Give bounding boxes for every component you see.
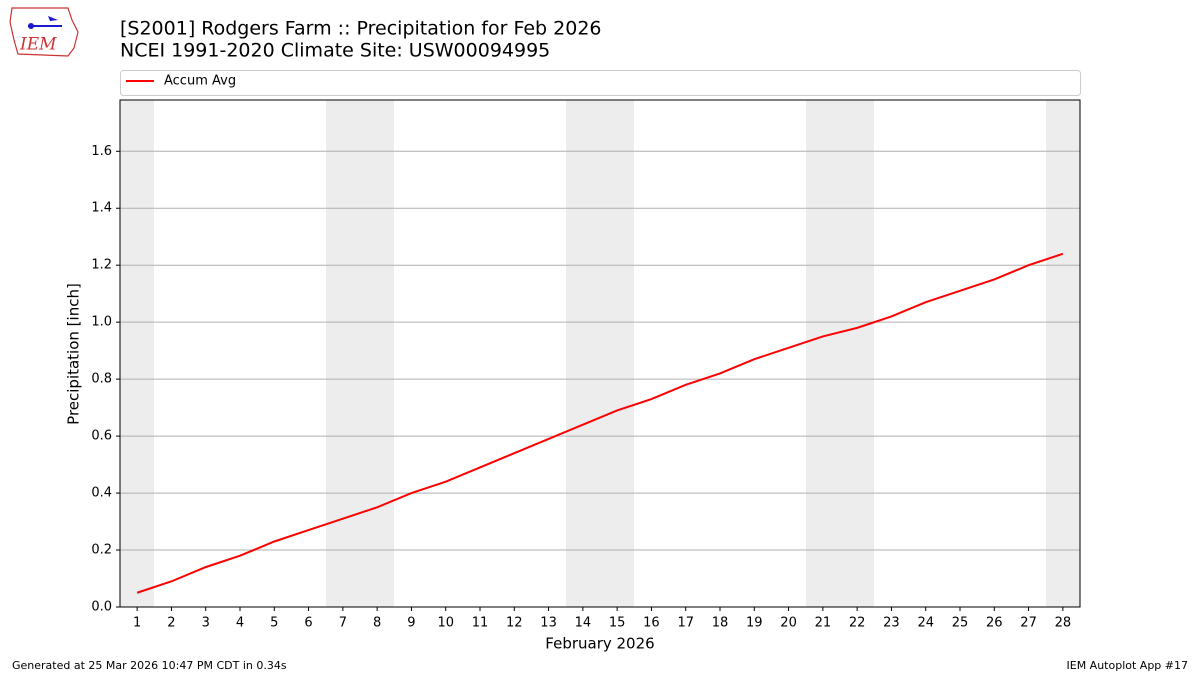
x-tick-label: 22	[849, 616, 866, 631]
x-tick-label: 4	[236, 616, 244, 631]
x-tick-label: 18	[712, 616, 729, 631]
x-tick-label: 11	[472, 616, 489, 631]
footer-left: Generated at 25 Mar 2026 10:47 PM CDT in…	[12, 659, 287, 672]
x-tick-label: 8	[373, 616, 381, 631]
logo: IEM	[9, 7, 79, 57]
x-tick-label: 1	[133, 616, 141, 631]
x-tick-label: 23	[883, 616, 900, 631]
y-tick-label: 1.6	[91, 144, 112, 159]
x-tick-label: 17	[677, 616, 694, 631]
x-tick-label: 21	[815, 616, 832, 631]
series-line	[136, 252, 1064, 594]
x-tick-label: 9	[407, 616, 415, 631]
logo-text: IEM	[19, 35, 57, 55]
plot-frame	[119, 99, 1081, 608]
chart-title: [S2001] Rodgers Farm :: Precipitation fo…	[120, 18, 602, 40]
x-tick-label: 10	[437, 616, 454, 631]
x-tick-label: 14	[575, 616, 592, 631]
x-tick-label: 12	[506, 616, 523, 631]
x-tick-label: 6	[304, 616, 312, 631]
x-tick-label: 26	[986, 616, 1003, 631]
x-tick-label: 16	[643, 616, 660, 631]
x-tick-label: 20	[780, 616, 797, 631]
y-tick-label: 0.6	[91, 429, 112, 444]
y-tick-label: 0.2	[91, 543, 112, 558]
x-tick-label: 2	[167, 616, 175, 631]
y-tick-label: 0.8	[91, 372, 112, 387]
x-tick-label: 15	[609, 616, 626, 631]
y-axis-label: Precipitation [inch]	[65, 283, 83, 425]
x-tick-label: 25	[952, 616, 969, 631]
x-tick-label: 5	[270, 616, 278, 631]
y-tick-label: 0.4	[91, 486, 112, 501]
y-tick-label: 1.2	[91, 258, 112, 273]
weekend-shading	[120, 100, 1080, 607]
x-tick-label: 28	[1055, 616, 1072, 631]
y-tick-label: 1.0	[91, 315, 112, 330]
y-tick-label: 1.4	[91, 201, 112, 216]
x-tick-label: 13	[540, 616, 557, 631]
x-tick-label: 7	[339, 616, 347, 631]
legend-label: Accum Avg	[164, 74, 236, 89]
x-axis-label: February 2026	[545, 635, 654, 653]
x-tick-label: 3	[202, 616, 210, 631]
legend-box	[120, 70, 1081, 96]
x-tick-label: 19	[746, 616, 763, 631]
x-tick-label: 24	[917, 616, 934, 631]
x-tick-label: 27	[1020, 616, 1037, 631]
y-tick-label: 0.0	[91, 600, 112, 615]
footer-right: IEM Autoplot App #17	[1067, 659, 1189, 672]
chart-subtitle: NCEI 1991-2020 Climate Site: USW00094995	[120, 40, 550, 62]
